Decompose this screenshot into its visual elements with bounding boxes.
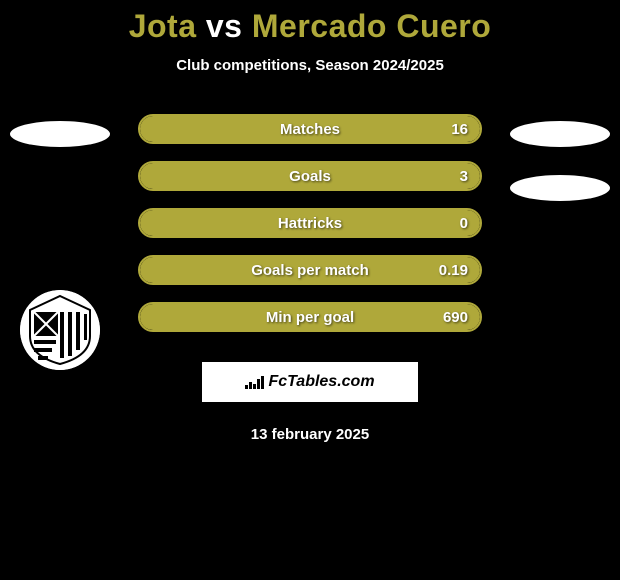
title-player2: Mercado Cuero (252, 8, 491, 44)
bar-value: 0.19 (439, 262, 468, 279)
title-player1: Jota (129, 8, 197, 44)
bar-label: Hattricks (278, 215, 342, 232)
player1-club-badge (20, 290, 100, 370)
stats-container: Jota vs Mercado Cuero Club competitions,… (0, 0, 620, 443)
date-text: 13 february 2025 (0, 426, 620, 443)
player2-club-placeholder (510, 175, 610, 201)
bar-label: Goals (289, 168, 331, 185)
player2-avatar-placeholder (510, 121, 610, 147)
stat-bar-goals: Goals 3 (138, 161, 482, 191)
bar-value: 3 (460, 168, 468, 185)
stat-bars: Matches 16 Goals 3 Hattricks 0 Goals per… (138, 114, 482, 332)
logo-text: FcTables.com (268, 373, 374, 391)
bar-value: 16 (451, 121, 468, 138)
bar-value: 690 (443, 309, 468, 326)
club-badge-icon (20, 290, 100, 370)
stat-bar-goals-per-match: Goals per match 0.19 (138, 255, 482, 285)
subtitle: Club competitions, Season 2024/2025 (0, 57, 620, 74)
player1-avatar-placeholder (10, 121, 110, 147)
title-vs: vs (206, 8, 243, 44)
bar-label: Matches (280, 121, 340, 138)
stat-bar-matches: Matches 16 (138, 114, 482, 144)
chart-icon (245, 375, 264, 389)
fctables-logo: FcTables.com (202, 362, 418, 402)
stat-bar-hattricks: Hattricks 0 (138, 208, 482, 238)
bar-label: Goals per match (251, 262, 369, 279)
bar-value: 0 (460, 215, 468, 232)
stats-body: Matches 16 Goals 3 Hattricks 0 Goals per… (0, 114, 620, 443)
page-title: Jota vs Mercado Cuero (0, 8, 620, 45)
bar-label: Min per goal (266, 309, 354, 326)
stat-bar-min-per-goal: Min per goal 690 (138, 302, 482, 332)
